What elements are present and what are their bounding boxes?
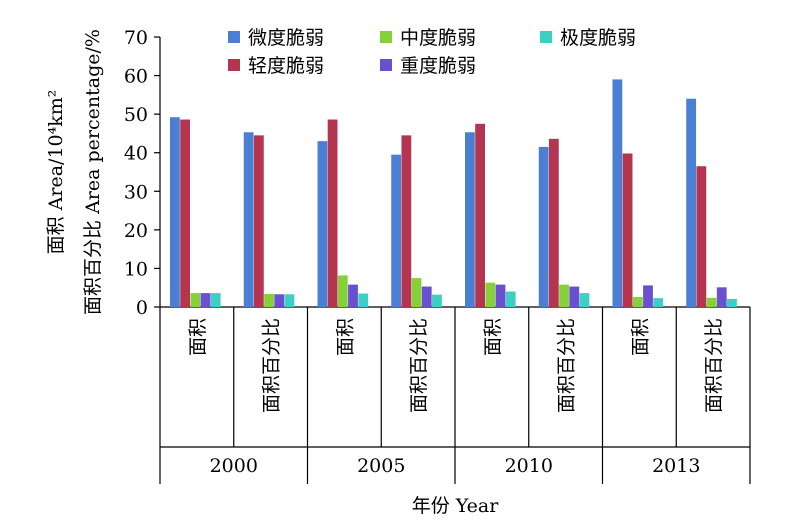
bar: [421, 286, 432, 307]
bar: [485, 282, 496, 307]
bar: [612, 79, 623, 307]
x-axis-title: 年份 Year: [412, 495, 500, 517]
bar: [706, 297, 717, 307]
bar: [538, 146, 549, 307]
axes-layer: [154, 36, 751, 484]
bar: [210, 293, 221, 307]
bar: [622, 153, 633, 307]
category-label: 面积百分比: [408, 318, 430, 413]
year-label: 2000: [210, 455, 258, 477]
bar: [401, 135, 412, 307]
y-tick-label: 60: [124, 66, 148, 88]
bar: [465, 132, 475, 307]
category-label: 面积百分比: [261, 318, 283, 413]
bar: [643, 285, 653, 307]
bar: [632, 296, 643, 307]
category-label: 面积百分比: [703, 318, 725, 413]
legend-swatch: [540, 31, 552, 43]
y-tick-label: 70: [124, 27, 148, 49]
bar: [190, 293, 201, 307]
year-label: 2013: [652, 455, 700, 477]
year-label: 2010: [505, 455, 553, 477]
bar: [284, 294, 295, 307]
bar: [337, 275, 348, 307]
y-tick-label: 50: [124, 104, 148, 126]
bar: [716, 287, 727, 307]
category-label: 面积百分比: [556, 318, 578, 413]
y-tick-label: 10: [124, 258, 148, 280]
labels-layer: 0 10 20 30 40 50 60 70 面积 面积百分比 2000 面积 面积百分比 2005 面积 面…: [124, 27, 725, 477]
category-label: 面积: [482, 318, 504, 356]
bar: [348, 284, 358, 307]
year-label: 2005: [357, 455, 405, 477]
bar: [180, 119, 190, 308]
legend-swatch: [228, 31, 240, 43]
bar: [686, 98, 697, 307]
y-tick-label: 0: [136, 297, 148, 319]
legend-label: 重度脆弱: [400, 55, 476, 77]
bar: [391, 154, 402, 307]
bar: [548, 138, 559, 307]
legend-label: 微度脆弱: [248, 27, 324, 49]
bar: [696, 166, 707, 307]
category-label: 面积: [187, 318, 209, 356]
bar: [243, 132, 254, 307]
legend-swatch: [380, 59, 392, 71]
legend-swatch: [228, 59, 240, 71]
bar: [475, 123, 485, 308]
bar: [505, 291, 516, 307]
legend-label: 轻度脆弱: [248, 55, 324, 77]
bar: [495, 284, 506, 307]
bars-layer: [170, 79, 737, 308]
bar: [264, 293, 274, 307]
y-axis-title-line2: 面积百分比 Area percentage/%: [82, 29, 104, 315]
y-axis-title-line1: 面积 Area/10⁴km²: [45, 90, 67, 255]
bar: [253, 135, 264, 307]
category-label: 面积: [629, 318, 651, 356]
bar: [200, 293, 211, 307]
bar: [727, 298, 737, 307]
bar: [411, 278, 422, 307]
y-tick-label: 40: [124, 143, 148, 165]
legend-label: 极度脆弱: [560, 27, 636, 49]
category-label: 面积: [334, 318, 356, 356]
bar: [432, 294, 442, 307]
bar: [579, 293, 590, 307]
bar: [569, 286, 580, 307]
legend-label: 中度脆弱: [400, 27, 476, 49]
y-tick-label: 30: [124, 181, 148, 203]
bar: [653, 298, 664, 307]
bar: [559, 284, 569, 307]
bar: [358, 293, 369, 307]
bar: [327, 119, 338, 308]
bar: [317, 141, 328, 307]
bar: [170, 117, 180, 307]
legend-swatch: [380, 31, 392, 43]
bar: [274, 294, 285, 307]
y-tick-label: 20: [124, 220, 148, 242]
